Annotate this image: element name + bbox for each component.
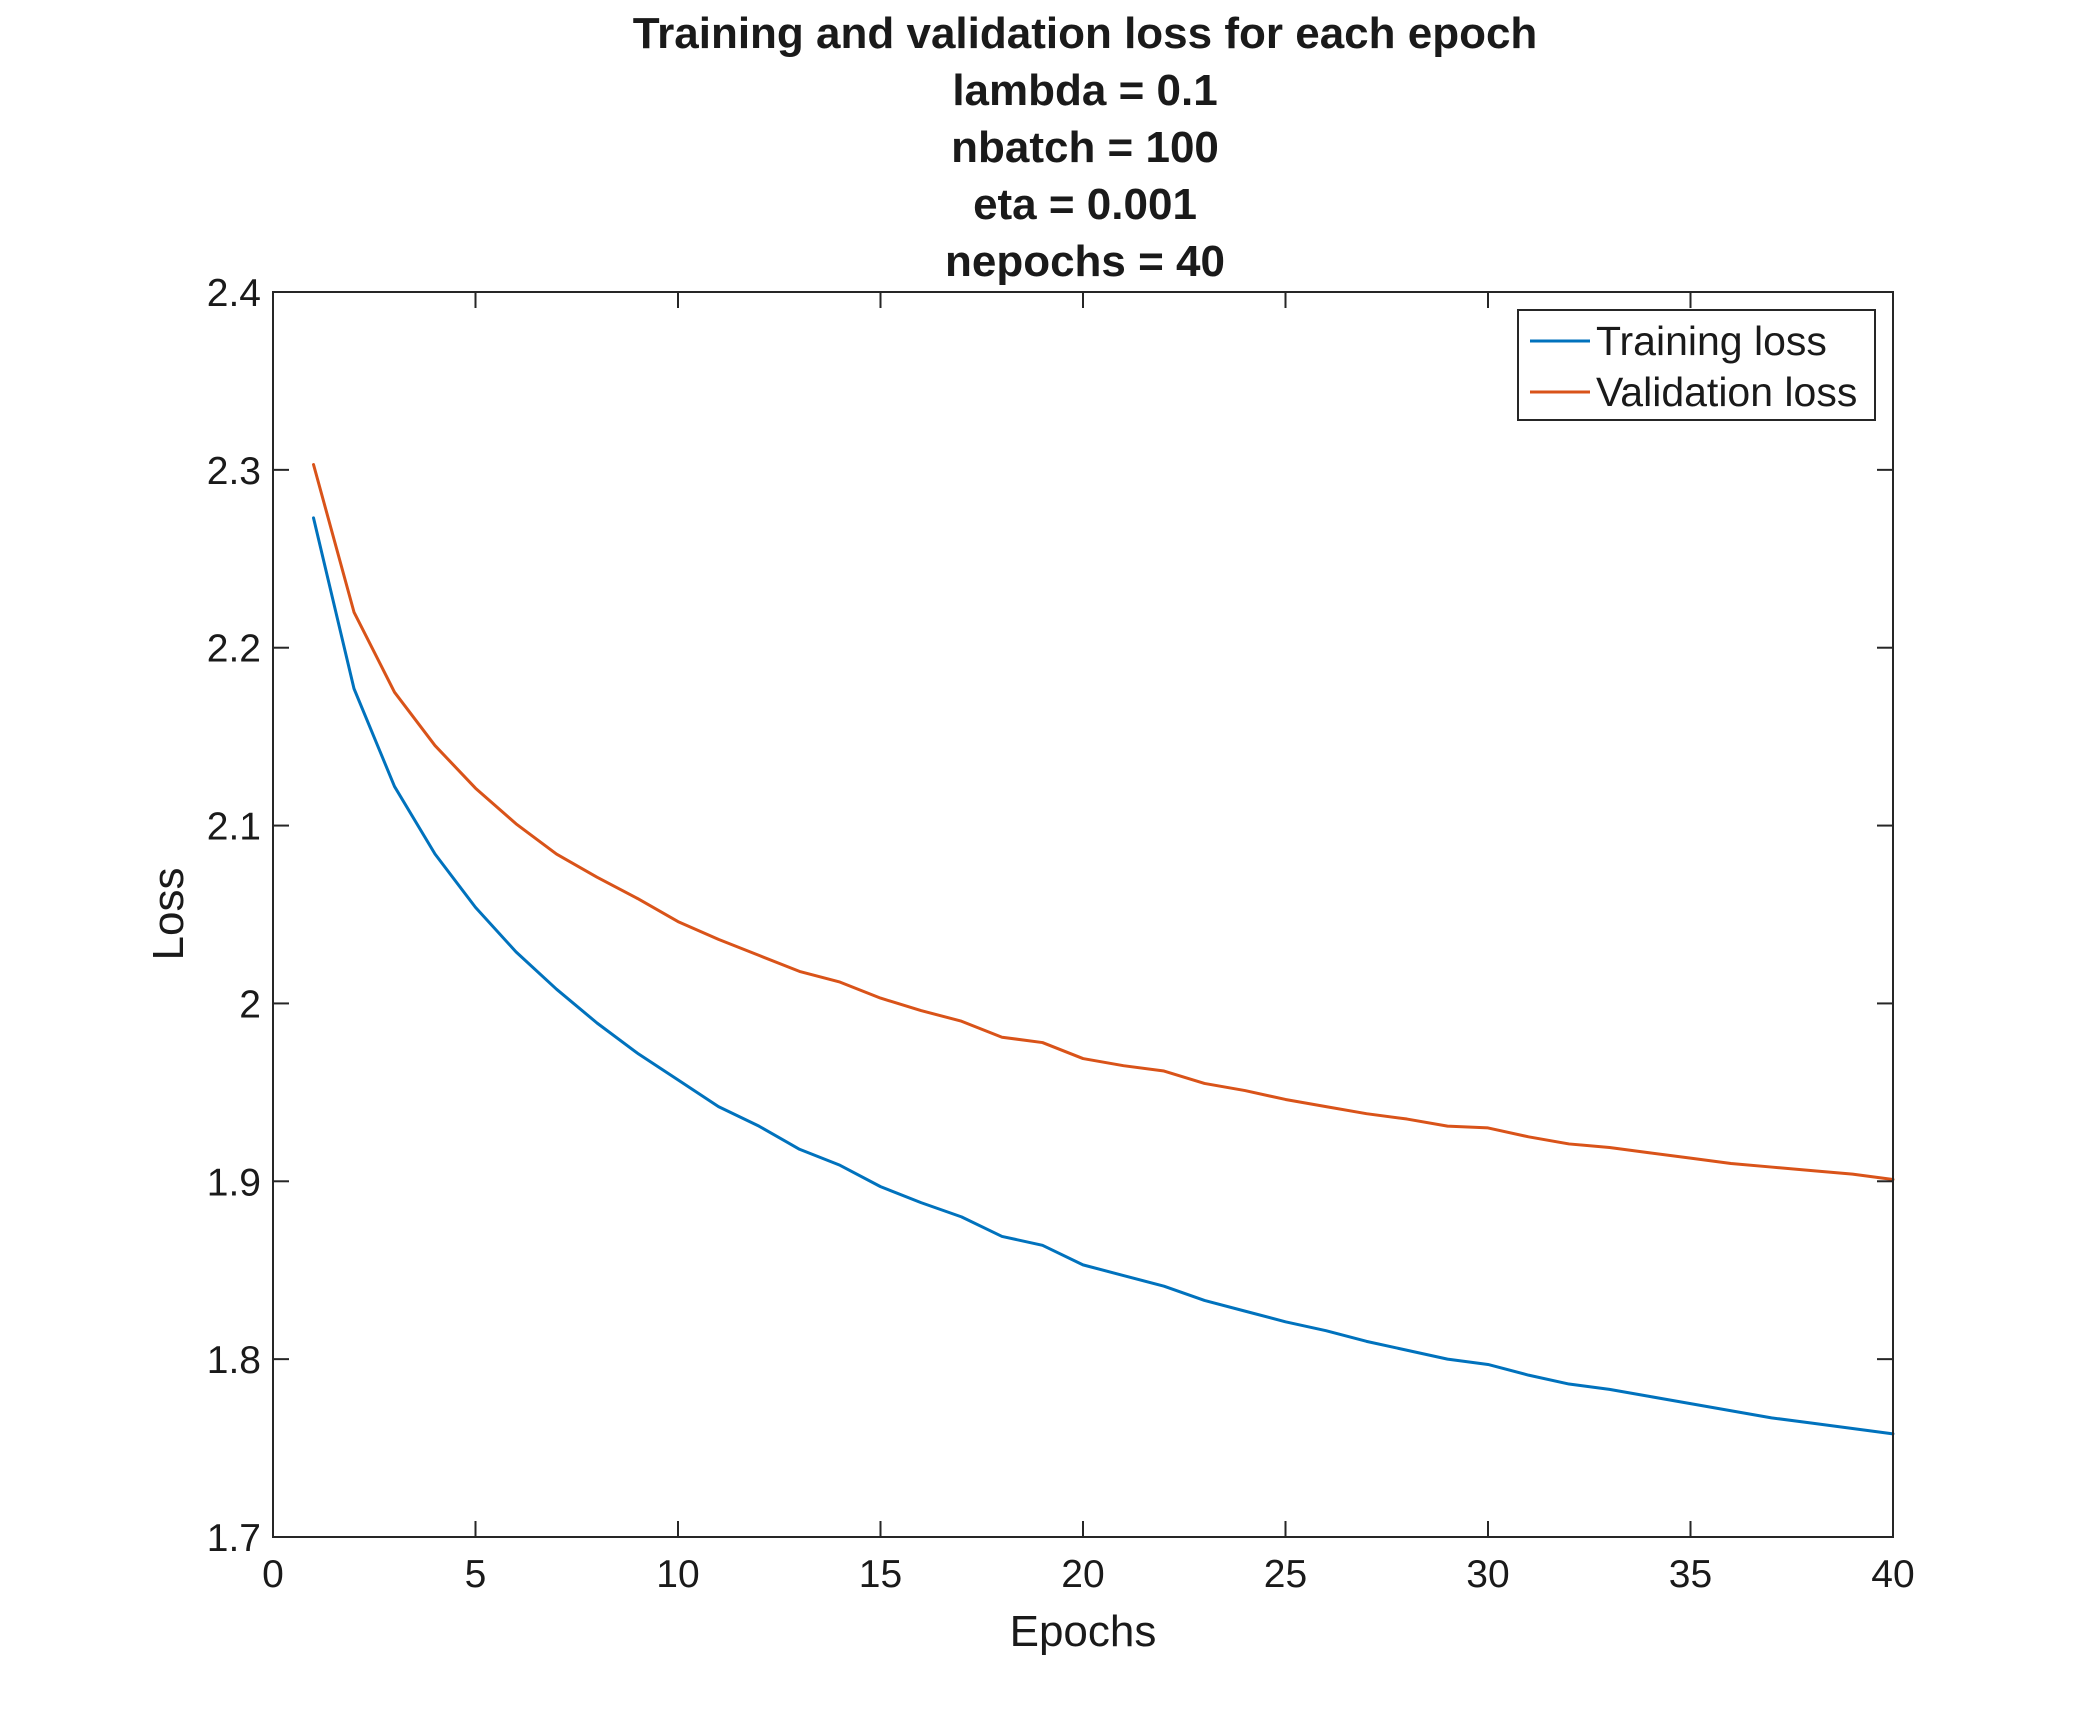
plot-frame <box>272 291 1894 1538</box>
axis-ticks <box>272 291 1894 1538</box>
y-tick-label: 1.8 <box>207 1339 261 1382</box>
x-tick-label: 35 <box>1669 1553 1712 1596</box>
x-axis-label: Epochs <box>1010 1607 1157 1656</box>
series-line-training <box>312 516 1895 1436</box>
y-axis-label: Loss <box>144 868 193 961</box>
x-tick-label: 10 <box>656 1553 699 1596</box>
y-tick-label: 2.2 <box>207 628 261 671</box>
y-tick-label: 1.9 <box>207 1161 261 1204</box>
plot-area <box>273 292 1893 1537</box>
x-tick-label: 5 <box>465 1553 487 1596</box>
x-tick-label: 15 <box>859 1553 902 1596</box>
x-tick-labels: 0 5 10 15 20 25 30 35 40 <box>262 1553 1915 1596</box>
legend-label-validation: Validation loss <box>1596 369 1857 415</box>
x-tick-label: 0 <box>262 1553 284 1596</box>
y-tick-labels: 1.7 1.8 1.9 2 2.1 2.2 2.3 2.4 <box>207 272 261 1560</box>
y-tick-label: 1.7 <box>207 1517 261 1560</box>
series-lines <box>312 463 1895 1436</box>
x-tick-label: 30 <box>1466 1553 1509 1596</box>
series-line-validation <box>312 463 1895 1182</box>
chart-title-line-3: nbatch = 100 <box>951 123 1219 172</box>
legend-box <box>1517 309 1876 421</box>
x-tick-label: 25 <box>1264 1553 1307 1596</box>
y-tick-label: 2.4 <box>207 272 261 315</box>
chart-title-line-4: eta = 0.001 <box>973 180 1197 229</box>
chart-title: Training and validation loss for each ep… <box>633 9 1538 286</box>
legend-label-training: Training loss <box>1596 318 1827 364</box>
chart-title-line-5: nepochs = 40 <box>945 237 1225 286</box>
y-tick-label: 2.3 <box>207 450 261 493</box>
y-tick-label: 2.1 <box>207 806 261 849</box>
x-tick-label: 20 <box>1061 1553 1104 1596</box>
chart-title-line-1: Training and validation loss for each ep… <box>633 9 1538 58</box>
chart-title-line-2: lambda = 0.1 <box>952 66 1217 115</box>
x-tick-label: 40 <box>1871 1553 1914 1596</box>
legend: Training loss Validation loss <box>1517 309 1876 421</box>
y-tick-label: 2 <box>239 983 261 1026</box>
